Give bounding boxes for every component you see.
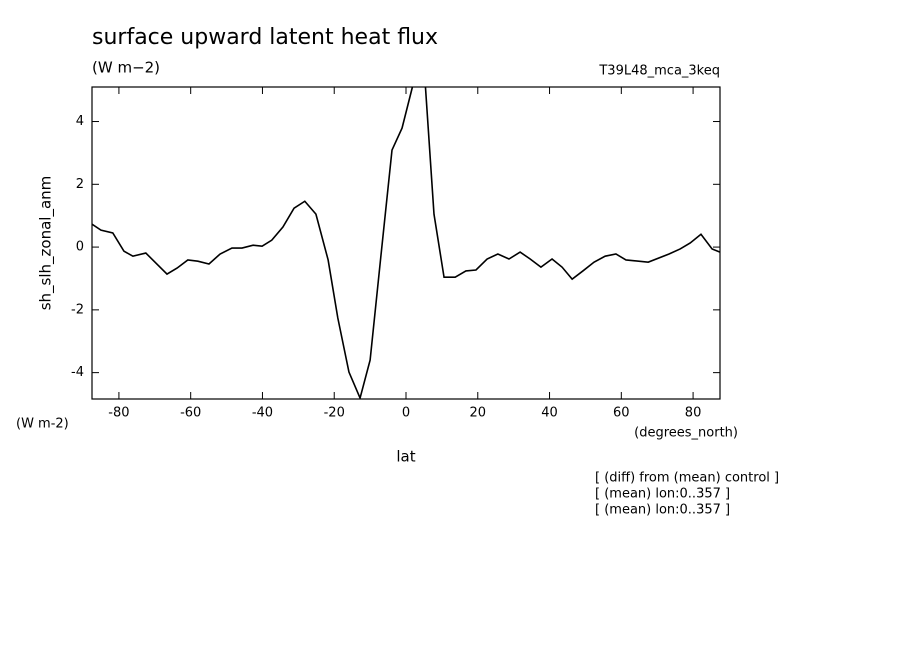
experiment: T39L48_mca_3keq [598,64,720,79]
y-unit: (W m-2) [16,417,69,432]
note: [ (diff) from (mean) control ] [595,471,779,486]
y-tick-label: 2 [76,177,84,192]
note: [ (mean) lon:0..357 ] [595,487,730,502]
x-unit: (degrees_north) [634,426,738,441]
x-tick-label: -80 [108,406,129,421]
y-tick-label: -4 [71,365,84,380]
x-tick-label: -60 [180,406,201,421]
x-tick-label: 60 [613,406,630,421]
note: [ (mean) lon:0..357 ] [595,503,730,518]
data-line [92,87,720,399]
x-tick-label: 20 [469,406,486,421]
y-tick-label: 0 [76,240,84,255]
plot-frame [91,86,721,400]
chart-title: surface upward latent heat flux [92,25,438,50]
x-axis-label: lat [396,448,415,466]
x-tick-label: -20 [324,406,345,421]
y-tick-label: -2 [71,302,84,317]
y-tick-label: 4 [76,114,84,129]
x-tick-label: 40 [541,406,558,421]
x-tick-label: 80 [685,406,702,421]
x-tick-label: 0 [402,406,410,421]
subtitle: (W m−2) [92,59,160,77]
y-axis-label: sh_slh_zonal_anm [37,176,56,311]
x-tick-label: -40 [252,406,273,421]
